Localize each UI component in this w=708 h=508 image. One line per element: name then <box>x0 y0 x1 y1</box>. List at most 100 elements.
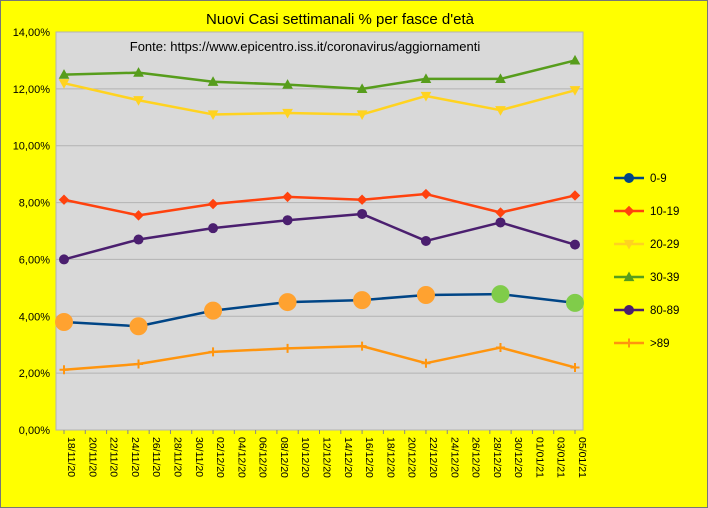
data-point <box>623 239 635 250</box>
series-30-39 <box>58 54 581 93</box>
y-tick-label: 10,00% <box>13 141 51 153</box>
data-point <box>624 173 634 183</box>
legend-label: >89 <box>650 338 670 350</box>
data-point <box>278 293 297 312</box>
y-tick-label: 4,00% <box>19 311 50 323</box>
data-point <box>623 205 635 217</box>
x-tick-label: 10/12/20 <box>299 437 311 478</box>
plot-area <box>55 31 584 431</box>
data-point <box>623 271 635 282</box>
data-point <box>495 73 506 84</box>
series-20-29 <box>58 79 581 120</box>
data-point <box>357 208 368 219</box>
legend-label: 80-89 <box>650 305 679 317</box>
data-point <box>204 301 223 320</box>
legend-label: 10-19 <box>650 206 679 218</box>
data-point <box>569 86 581 96</box>
data-point <box>208 223 219 234</box>
data-point <box>566 293 584 312</box>
data-point <box>357 341 367 351</box>
data-point <box>420 73 432 84</box>
legend-item: >89 <box>614 338 670 350</box>
x-tick-label: 30/11/20 <box>193 437 205 477</box>
data-point <box>416 285 435 304</box>
data-point <box>283 343 293 353</box>
series-line <box>63 292 576 328</box>
series-line <box>63 59 576 91</box>
series-10-19 <box>58 188 581 221</box>
x-tick-label: 30/12/20 <box>512 437 524 478</box>
series-line <box>63 212 576 261</box>
data-point <box>495 207 506 218</box>
data-point <box>282 191 293 203</box>
data-point <box>58 194 70 205</box>
data-point <box>356 110 368 120</box>
data-point <box>420 188 432 200</box>
x-tick-label: 24/11/20 <box>129 437 141 477</box>
series-group <box>55 54 584 375</box>
x-axis-ticks: 18/11/20 20/11/20 22/11/20 24/11/20 26/11/20… <box>63 430 588 478</box>
data-point <box>129 317 148 336</box>
data-point <box>133 67 144 77</box>
data-point <box>624 305 634 315</box>
x-tick-label: 02/12/20 <box>214 437 226 478</box>
data-point <box>495 106 506 116</box>
gridlines <box>56 31 583 431</box>
x-tick-label: 05/01/21 <box>576 437 588 478</box>
data-point <box>208 347 218 357</box>
y-tick-label: 2,00% <box>19 368 50 380</box>
x-tick-label: 01/01/21 <box>533 437 545 478</box>
data-point <box>421 358 431 368</box>
data-point <box>207 76 219 86</box>
data-point <box>282 79 293 89</box>
x-tick-label: 24/12/20 <box>448 437 460 478</box>
x-tick-label: 18/12/20 <box>384 437 396 478</box>
data-point <box>569 190 581 201</box>
data-point <box>133 210 144 221</box>
y-tick-label: 12,00% <box>13 84 51 96</box>
x-tick-label: 22/12/20 <box>427 437 439 478</box>
legend-item: 10-19 <box>614 205 679 218</box>
data-point <box>282 108 293 119</box>
legend-item: 0-9 <box>614 173 667 185</box>
legend: 0-9 10-19 20-29 30-39 80-89 >89 <box>614 173 679 350</box>
data-point <box>59 365 69 375</box>
legend-item: 30-39 <box>614 271 679 284</box>
data-point <box>356 194 368 205</box>
data-point <box>356 83 368 93</box>
series-line <box>63 344 576 371</box>
x-tick-label: 26/11/20 <box>150 437 162 477</box>
x-tick-label: 03/01/21 <box>555 437 567 478</box>
x-tick-label: 28/11/20 <box>171 437 183 477</box>
legend-item: 80-89 <box>614 305 679 317</box>
data-point <box>282 215 293 226</box>
data-point <box>134 359 144 369</box>
x-tick-label: 06/12/20 <box>257 437 269 478</box>
y-tick-label: 14,00% <box>13 27 51 39</box>
legend-label: 30-39 <box>650 272 679 284</box>
y-tick-label: 0,00% <box>19 425 50 437</box>
data-point <box>570 362 580 372</box>
x-tick-label: 20/12/20 <box>406 437 418 478</box>
x-tick-label: 08/12/20 <box>278 437 290 478</box>
series-line <box>63 192 576 217</box>
x-tick-label: 12/12/20 <box>321 437 333 478</box>
legend-item: 20-29 <box>614 239 679 251</box>
x-tick-label: 14/12/20 <box>342 437 354 478</box>
data-point <box>624 338 634 348</box>
data-point <box>207 110 219 120</box>
x-tick-label: 16/12/20 <box>363 437 375 478</box>
data-point <box>420 91 432 102</box>
y-axis-ticks: 0,00% 2,00% 4,00% 6,00% 8,00% 10,00% 12,00% 14,… <box>13 27 51 437</box>
chart-title: Nuovi Casi settimanali % per fasce d'età <box>206 11 475 28</box>
data-point <box>58 79 70 89</box>
x-tick-label: 22/11/20 <box>108 437 120 477</box>
data-point <box>58 69 70 79</box>
x-tick-label: 26/12/20 <box>470 437 482 478</box>
x-tick-label: 28/12/20 <box>491 437 503 478</box>
x-tick-label: 18/11/20 <box>65 437 77 477</box>
y-tick-label: 8,00% <box>19 198 50 210</box>
legend-label: 20-29 <box>650 239 679 251</box>
data-point <box>55 312 73 331</box>
